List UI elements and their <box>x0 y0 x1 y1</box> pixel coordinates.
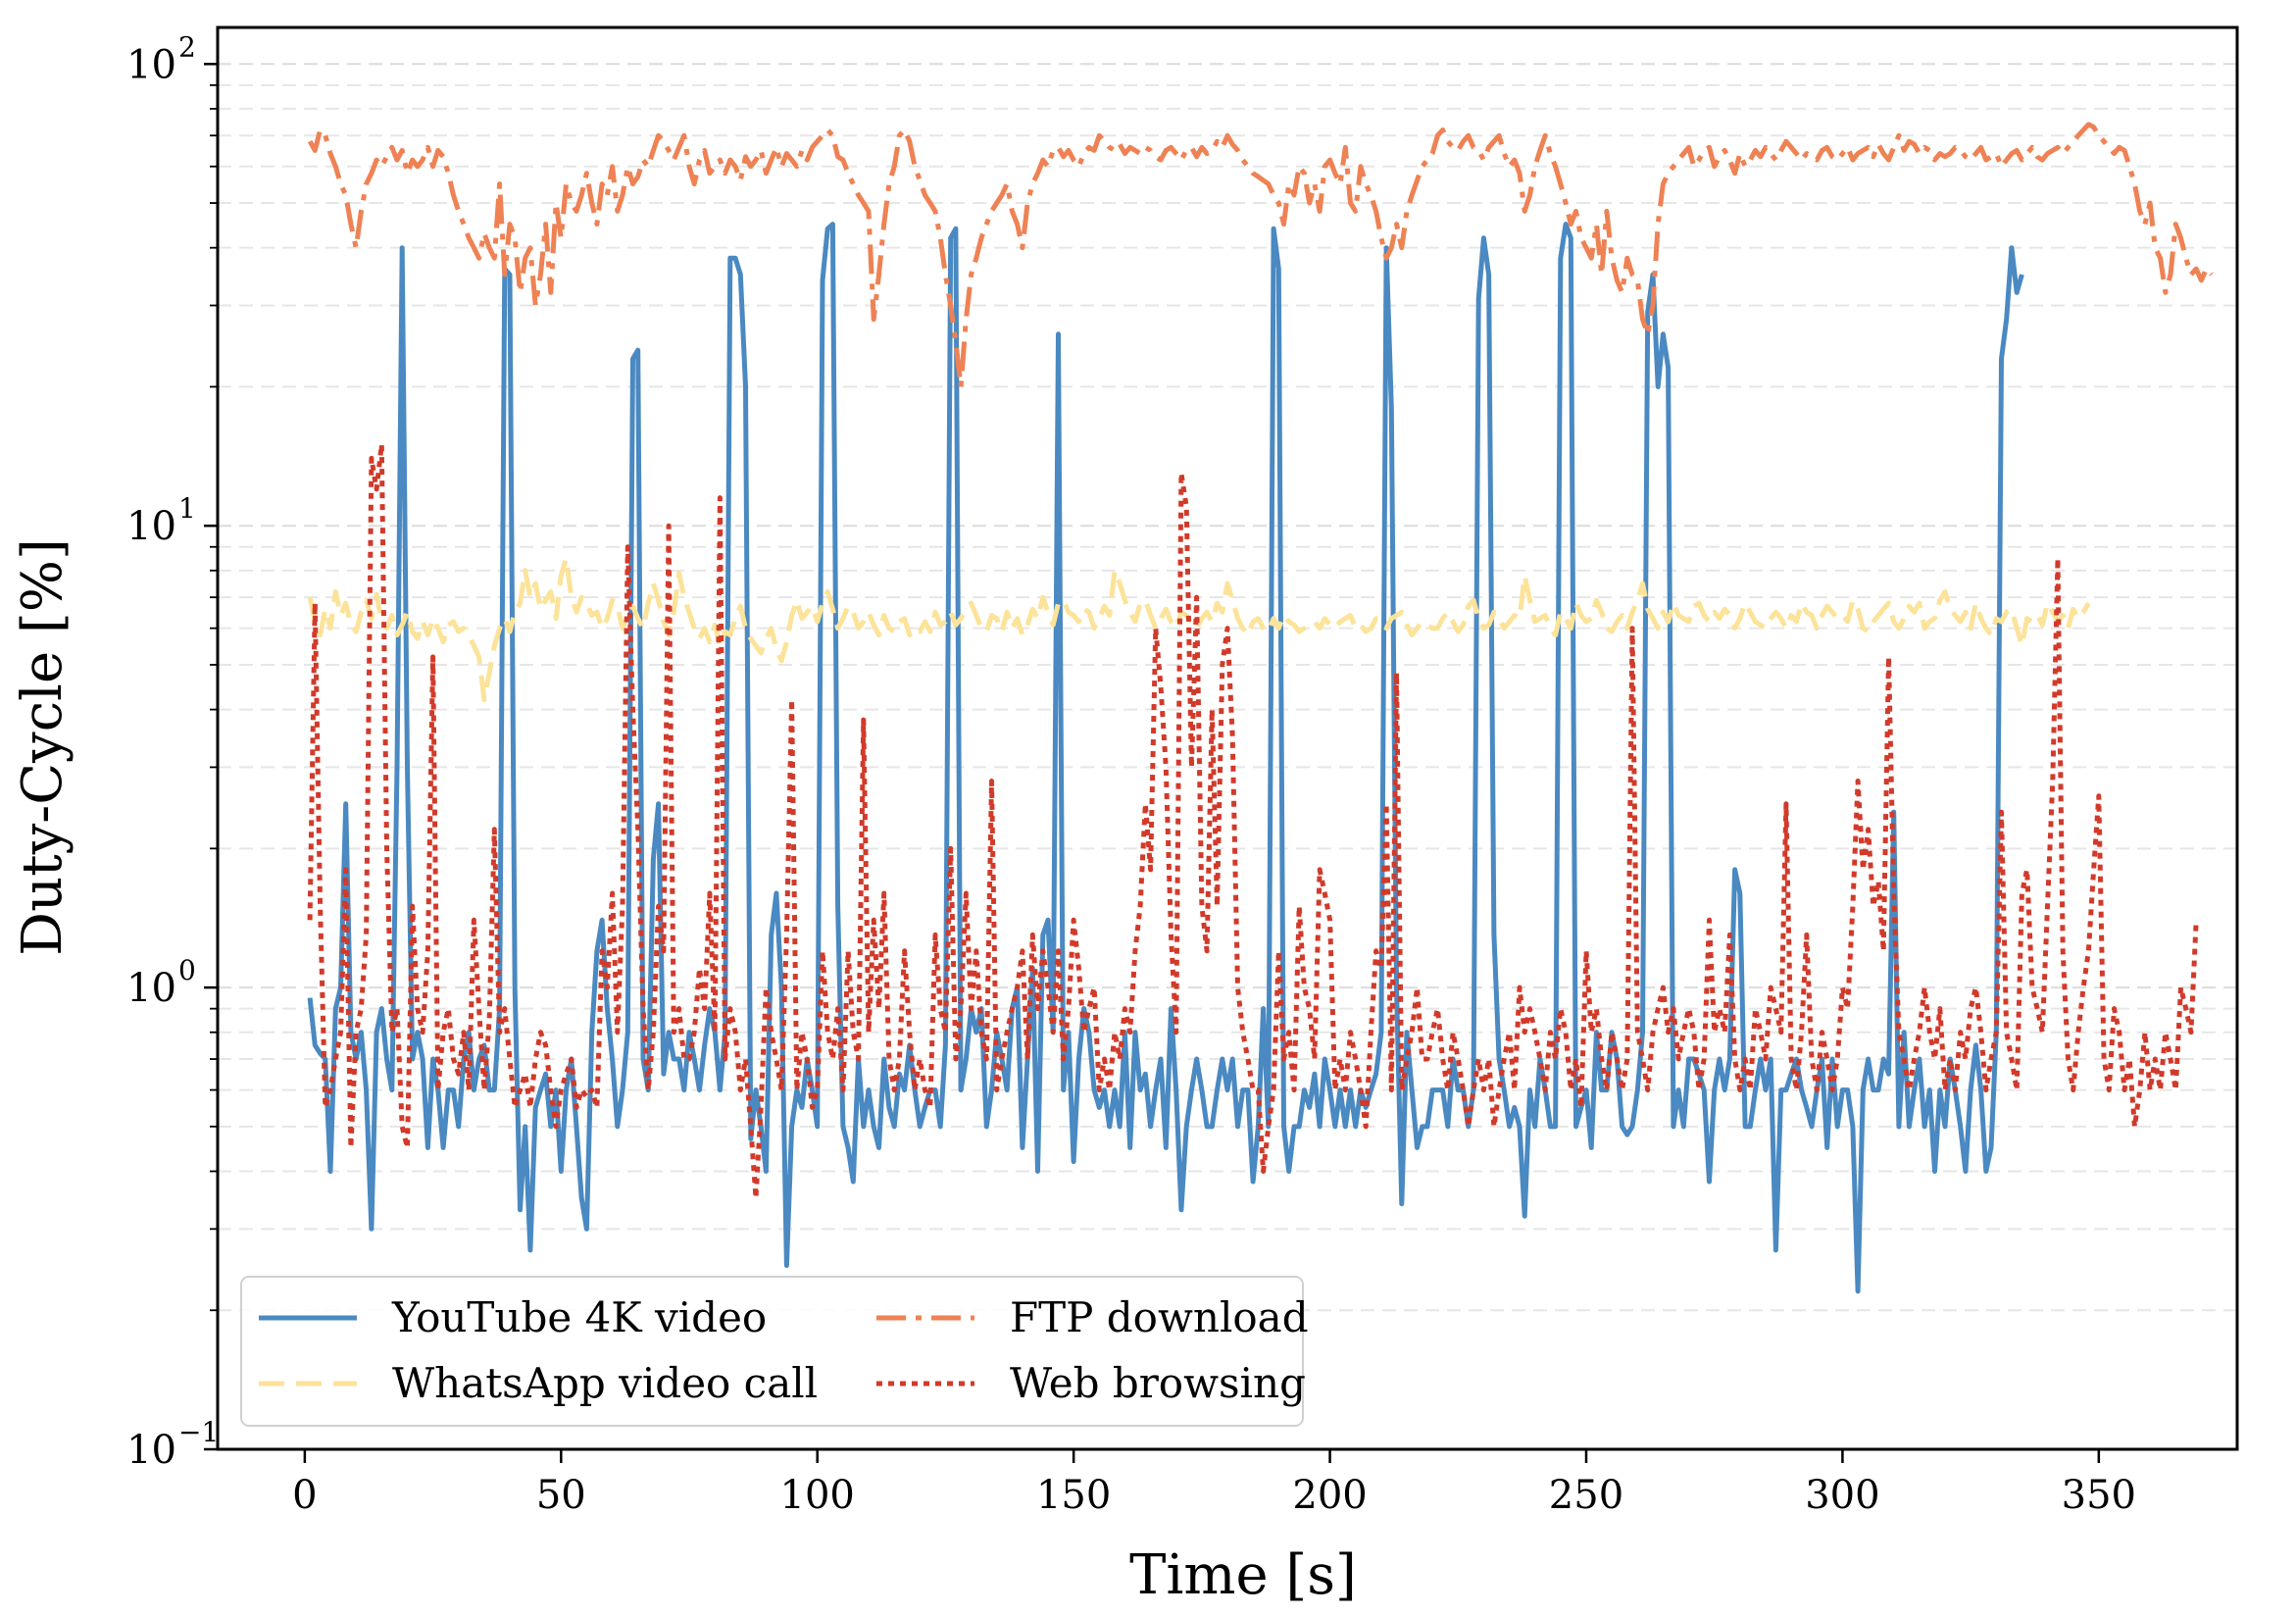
legend-box <box>240 1276 1304 1427</box>
x-axis-label: Time [s] <box>1129 1543 1357 1607</box>
y-axis-label: Duty-Cycle [%] <box>11 538 75 956</box>
series-line-youtube-4k-video <box>307 222 2024 1294</box>
x-tick-label: 0 <box>292 1473 317 1518</box>
legend-label: FTP download <box>1010 1293 1309 1341</box>
y-tick-label-base: 10 <box>126 1428 176 1473</box>
x-tick-label: 100 <box>780 1473 855 1518</box>
legend[interactable]: YouTube 4K video WhatsApp video call FTP d… <box>240 1276 1309 1427</box>
y-tick-label: 10 0 <box>126 954 196 1011</box>
y-tick-label: 10 2 <box>126 30 196 87</box>
legend-item-whatsapp-video-call[interactable]: WhatsApp video call <box>259 1359 818 1407</box>
x-tick-label: 300 <box>1805 1473 1879 1518</box>
legend-item-web-browsing[interactable]: Web browsing <box>876 1359 1306 1407</box>
legend-label: WhatsApp video call <box>392 1359 818 1407</box>
plot-frame <box>216 25 2239 1451</box>
y-tick-label-base: 10 <box>126 504 176 549</box>
legend-label: Web browsing <box>1010 1359 1306 1407</box>
series-line-web-browsing <box>307 441 2199 1201</box>
legend-item-ftp-download[interactable]: FTP download <box>876 1293 1309 1341</box>
y-tick-label-base: 10 <box>126 966 176 1011</box>
legend-label: YouTube 4K video <box>391 1293 767 1341</box>
axes <box>204 25 2239 1463</box>
y-tick-label-exponent: −1 <box>178 1416 219 1448</box>
x-tick-label: 150 <box>1036 1473 1111 1518</box>
x-tick-label: 200 <box>1292 1473 1367 1518</box>
y-tick-label: 10 −1 <box>126 1416 219 1473</box>
x-tick-label: 50 <box>536 1473 586 1518</box>
series-lines <box>307 122 2214 1294</box>
series-line-ftp-download <box>307 122 2214 389</box>
x-tick-label: 250 <box>1549 1473 1623 1518</box>
x-tick-label: 350 <box>2062 1473 2136 1518</box>
y-tick-label-exponent: 2 <box>178 30 196 63</box>
y-tick-label-base: 10 <box>126 42 176 87</box>
y-tick-label: 10 1 <box>126 492 196 549</box>
legend-item-youtube-4k-video[interactable]: YouTube 4K video <box>259 1293 767 1341</box>
y-tick-label-exponent: 1 <box>178 492 196 525</box>
y-tick-label-exponent: 0 <box>178 954 196 986</box>
series-line-whatsapp-video-call <box>307 555 2091 703</box>
